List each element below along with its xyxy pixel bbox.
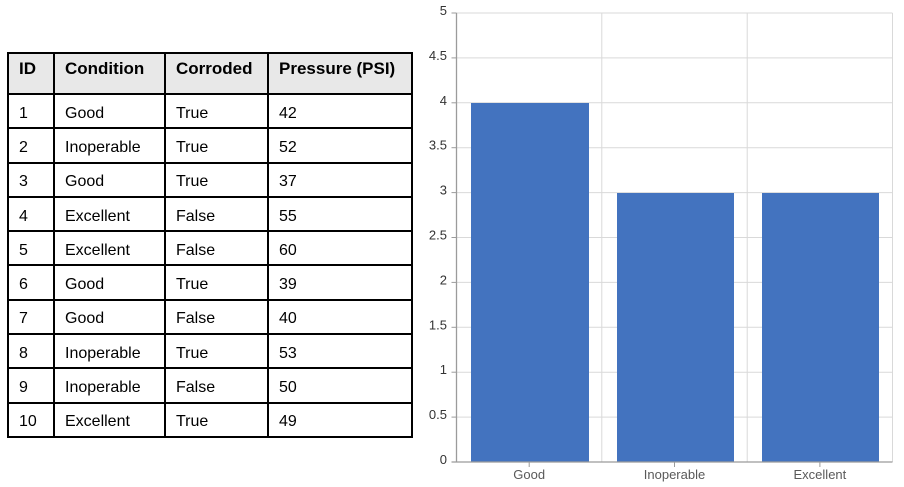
svg-text:1.5: 1.5 <box>429 317 447 332</box>
svg-text:0.5: 0.5 <box>429 407 447 422</box>
svg-text:Good: Good <box>513 467 545 482</box>
svg-text:3: 3 <box>440 183 447 198</box>
svg-text:5: 5 <box>440 3 447 18</box>
svg-text:Excellent: Excellent <box>794 467 847 482</box>
svg-text:2: 2 <box>440 272 447 287</box>
svg-text:1: 1 <box>440 362 447 377</box>
svg-text:3.5: 3.5 <box>429 138 447 153</box>
svg-text:Inoperable: Inoperable <box>644 467 705 482</box>
svg-text:2.5: 2.5 <box>429 228 447 243</box>
svg-text:4: 4 <box>440 93 447 108</box>
svg-text:4.5: 4.5 <box>429 48 447 63</box>
svg-text:0: 0 <box>440 452 447 467</box>
